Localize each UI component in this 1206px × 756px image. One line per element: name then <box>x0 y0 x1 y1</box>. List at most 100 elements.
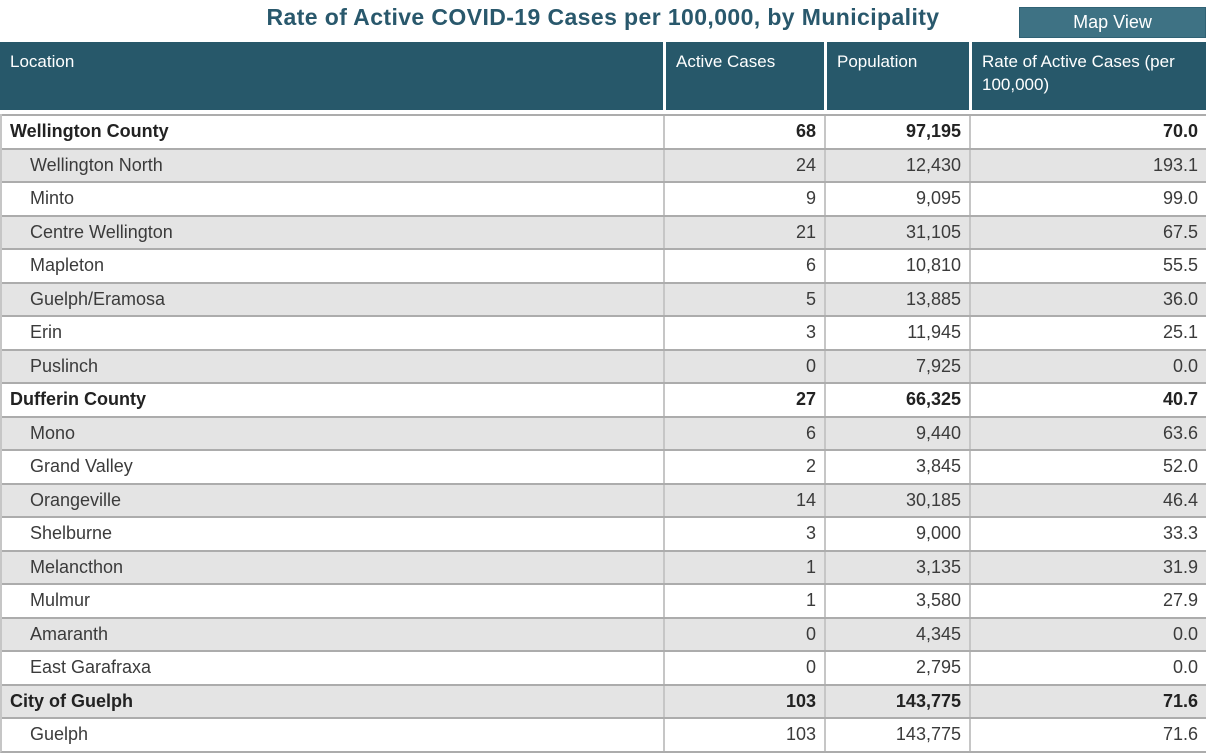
table-row-group: Wellington County 68 97,195 70.0 <box>2 114 1206 148</box>
cell-population: 31,105 <box>824 216 969 248</box>
cell-rate: 71.6 <box>969 719 1206 751</box>
cell-population: 3,845 <box>824 451 969 483</box>
cell-location: Wellington North <box>30 154 163 175</box>
column-header-population: Population <box>824 42 969 110</box>
cell-population: 10,810 <box>824 250 969 282</box>
cell-rate: 0.0 <box>969 350 1206 382</box>
cell-rate: 31.9 <box>969 551 1206 583</box>
cell-location: Grand Valley <box>30 456 133 477</box>
column-header-location: Location <box>10 52 75 71</box>
table-row-group: City of Guelph 103 143,775 71.6 <box>2 683 1206 717</box>
cell-population: 9,095 <box>824 183 969 215</box>
cell-location: Shelburne <box>30 523 113 544</box>
cell-location: Melancthon <box>30 556 124 577</box>
table-body: Wellington County 68 97,195 70.0 Wellington … <box>0 114 1206 753</box>
cell-rate: 67.5 <box>969 216 1206 248</box>
cell-location: Puslinch <box>30 355 99 376</box>
table-row: Grand Valley 2 3,845 52.0 <box>2 449 1206 483</box>
map-view-button[interactable]: Map View <box>1019 7 1206 38</box>
cell-population: 143,775 <box>824 719 969 751</box>
cell-active-cases: 103 <box>663 685 824 717</box>
cell-rate: 0.0 <box>969 652 1206 684</box>
cell-location: Orangeville <box>30 489 122 510</box>
cell-population: 3,135 <box>824 551 969 583</box>
cell-population: 9,440 <box>824 417 969 449</box>
cell-active-cases: 0 <box>663 618 824 650</box>
cell-active-cases: 2 <box>663 451 824 483</box>
cell-rate: 55.5 <box>969 250 1206 282</box>
cell-active-cases: 1 <box>663 585 824 617</box>
cell-location: East Garafraxa <box>30 657 152 678</box>
cell-location: Mapleton <box>30 255 105 276</box>
column-header-active-cases: Active Cases <box>663 42 824 110</box>
cell-rate: 193.1 <box>969 149 1206 181</box>
cell-population: 3,580 <box>824 585 969 617</box>
title-bar: Rate of Active COVID-19 Cases per 100,00… <box>0 0 1206 42</box>
cell-active-cases: 9 <box>663 183 824 215</box>
cell-active-cases: 5 <box>663 283 824 315</box>
cell-active-cases: 6 <box>663 417 824 449</box>
cell-active-cases: 0 <box>663 350 824 382</box>
table-row: Mapleton 6 10,810 55.5 <box>2 248 1206 282</box>
cell-active-cases: 3 <box>663 317 824 349</box>
cell-active-cases: 6 <box>663 250 824 282</box>
cell-population: 7,925 <box>824 350 969 382</box>
table-row: Amaranth 0 4,345 0.0 <box>2 616 1206 650</box>
table-row: Shelburne 3 9,000 33.3 <box>2 516 1206 550</box>
cell-rate: 63.6 <box>969 417 1206 449</box>
cell-active-cases: 24 <box>663 149 824 181</box>
cell-population: 2,795 <box>824 652 969 684</box>
cell-rate: 0.0 <box>969 618 1206 650</box>
cell-population: 4,345 <box>824 618 969 650</box>
table-row: Orangeville 14 30,185 46.4 <box>2 482 1206 516</box>
cell-location: Mulmur <box>30 590 91 611</box>
cell-rate: 40.7 <box>969 384 1206 416</box>
table-row: East Garafraxa 0 2,795 0.0 <box>2 650 1206 684</box>
table-row: Centre Wellington 21 31,105 67.5 <box>2 214 1206 248</box>
cell-population: 13,885 <box>824 283 969 315</box>
cell-active-cases: 14 <box>663 484 824 516</box>
cell-location: Guelph/Eramosa <box>30 288 166 309</box>
cell-location: City of Guelph <box>10 690 133 711</box>
cell-rate: 36.0 <box>969 283 1206 315</box>
table-header: Location Active Cases Population Rate of… <box>0 42 1206 110</box>
cell-population: 143,775 <box>824 685 969 717</box>
cell-rate: 71.6 <box>969 685 1206 717</box>
cell-rate: 52.0 <box>969 451 1206 483</box>
table-row: Puslinch 0 7,925 0.0 <box>2 348 1206 382</box>
cell-location: Mono <box>30 422 76 443</box>
cell-active-cases: 103 <box>663 719 824 751</box>
table-row: Guelph/Eramosa 5 13,885 36.0 <box>2 281 1206 315</box>
cell-rate: 25.1 <box>969 317 1206 349</box>
cell-population: 66,325 <box>824 384 969 416</box>
cell-active-cases: 0 <box>663 652 824 684</box>
cell-rate: 70.0 <box>969 116 1206 148</box>
cell-location: Erin <box>30 322 63 343</box>
cell-active-cases: 1 <box>663 551 824 583</box>
cell-active-cases: 68 <box>663 116 824 148</box>
cell-location: Minto <box>30 188 75 209</box>
table-row-group: Dufferin County 27 66,325 40.7 <box>2 382 1206 416</box>
cell-location: Centre Wellington <box>30 221 173 242</box>
cell-active-cases: 3 <box>663 518 824 550</box>
cell-population: 30,185 <box>824 484 969 516</box>
cell-population: 9,000 <box>824 518 969 550</box>
cell-location: Dufferin County <box>10 389 146 410</box>
table-row: Wellington North 24 12,430 193.1 <box>2 147 1206 181</box>
cell-rate: 99.0 <box>969 183 1206 215</box>
cell-rate: 46.4 <box>969 484 1206 516</box>
cell-location: Guelph <box>30 724 89 745</box>
cell-active-cases: 27 <box>663 384 824 416</box>
cell-active-cases: 21 <box>663 216 824 248</box>
table-row: Mono 6 9,440 63.6 <box>2 415 1206 449</box>
cell-population: 11,945 <box>824 317 969 349</box>
table-row: Melancthon 1 3,135 31.9 <box>2 549 1206 583</box>
cell-rate: 27.9 <box>969 585 1206 617</box>
table-row: Guelph 103 143,775 71.6 <box>2 717 1206 751</box>
table-row: Minto 9 9,095 99.0 <box>2 181 1206 215</box>
page-title: Rate of Active COVID-19 Cases per 100,00… <box>266 4 940 30</box>
cell-location: Wellington County <box>10 121 169 142</box>
cell-population: 12,430 <box>824 149 969 181</box>
table-row: Mulmur 1 3,580 27.9 <box>2 583 1206 617</box>
